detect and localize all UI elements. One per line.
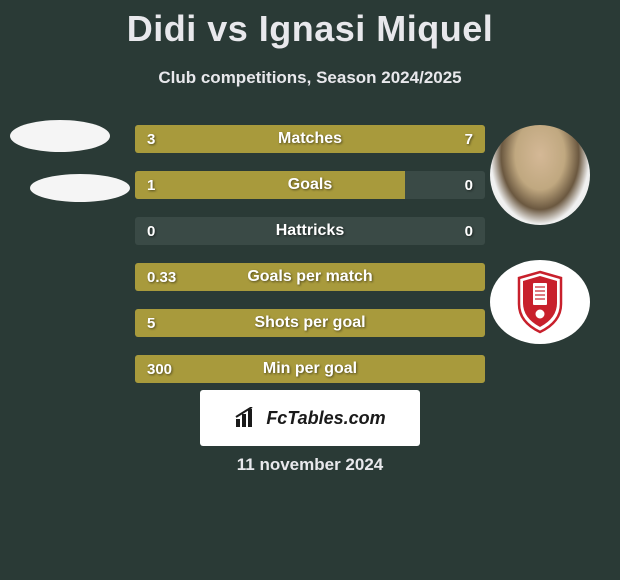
shield-icon	[515, 270, 565, 334]
player-right-avatar	[490, 125, 590, 225]
stats-bars: 37Matches 10Goals 00Hattricks 0.33Goals per…	[135, 125, 485, 401]
chart-icon	[234, 407, 260, 429]
stat-label: Shots per goal	[135, 309, 485, 337]
stat-label: Goals	[135, 171, 485, 199]
stat-label: Min per goal	[135, 355, 485, 383]
stat-row: 10Goals	[135, 171, 485, 199]
site-logo-text: FcTables.com	[266, 408, 385, 429]
player-left-avatar	[10, 120, 110, 220]
stat-label: Goals per match	[135, 263, 485, 291]
stat-row: 300Min per goal	[135, 355, 485, 383]
stat-row: 00Hattricks	[135, 217, 485, 245]
comparison-date: 11 november 2024	[0, 455, 620, 475]
avatar-placeholder-shape	[10, 120, 110, 152]
site-logo: FcTables.com	[200, 390, 420, 446]
stat-row: 5Shots per goal	[135, 309, 485, 337]
stat-row: 0.33Goals per match	[135, 263, 485, 291]
stat-row: 37Matches	[135, 125, 485, 153]
page-subtitle: Club competitions, Season 2024/2025	[0, 68, 620, 88]
club-badge	[490, 260, 590, 344]
stat-label: Hattricks	[135, 217, 485, 245]
page-title: Didi vs Ignasi Miquel	[0, 0, 620, 50]
stat-label: Matches	[135, 125, 485, 153]
avatar-placeholder-shape	[30, 174, 130, 202]
